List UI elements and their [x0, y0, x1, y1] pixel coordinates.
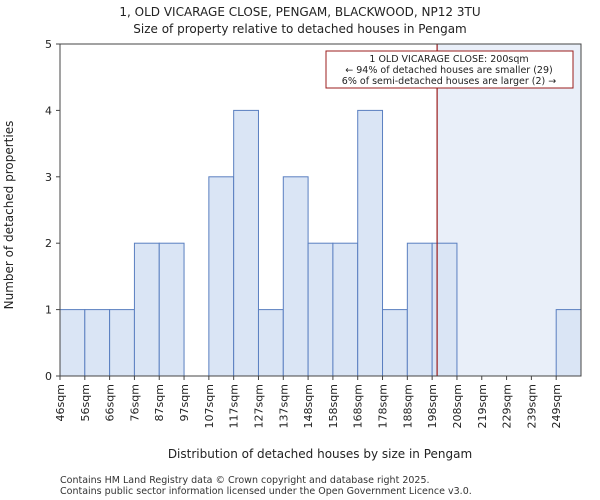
x-tick-label: 56sqm	[79, 384, 92, 421]
footer-line-1: Contains HM Land Registry data © Crown c…	[60, 475, 430, 486]
bars-group	[59, 109, 582, 377]
x-tick-label: 76sqm	[128, 384, 141, 421]
x-tick-label: 158sqm	[327, 384, 340, 428]
annotation-box: 1 OLD VICARAGE CLOSE: 200sqm ← 94% of de…	[325, 50, 574, 89]
x-tick-label: 137sqm	[277, 384, 290, 428]
bar-127sqm	[257, 309, 284, 377]
bar-137sqm	[282, 176, 309, 377]
bar-168sqm	[357, 109, 384, 377]
x-tick-label: 97sqm	[178, 384, 191, 421]
bar-158sqm	[332, 242, 359, 377]
bar-178sqm	[382, 309, 408, 377]
x-tick-label: 208sqm	[451, 384, 464, 428]
x-tick-label: 219sqm	[476, 384, 489, 428]
y-tick-label: 3	[45, 171, 52, 184]
x-tick-label: 188sqm	[401, 384, 414, 428]
x-tick-label: 198sqm	[426, 384, 439, 428]
x-tick-label: 148sqm	[302, 384, 315, 428]
y-tick-label: 1	[45, 304, 52, 317]
chart-subtitle: Size of property relative to detached ho…	[133, 22, 467, 36]
y-tick-label: 0	[45, 370, 52, 383]
plot-area-frame	[59, 43, 582, 377]
annotation-line-1: 1 OLD VICARAGE CLOSE: 200sqm	[369, 54, 528, 65]
bar-148sqm	[307, 242, 334, 377]
bar-76sqm	[133, 242, 160, 377]
bar-249sqm	[555, 309, 582, 377]
x-tick-label: 107sqm	[203, 384, 216, 428]
footer-line-2: Contains public sector information licen…	[60, 486, 472, 497]
annotation-line-2: ← 94% of detached houses are smaller (29…	[345, 65, 552, 76]
bar-107sqm	[208, 176, 235, 377]
x-tick-label: 66sqm	[104, 384, 117, 421]
bar-56sqm	[84, 309, 111, 377]
bar-198sqm	[431, 242, 458, 377]
x-tick-label: 229sqm	[501, 384, 514, 428]
x-tick-label: 168sqm	[352, 384, 365, 428]
y-tick-label: 5	[45, 38, 52, 51]
annotation-frame	[325, 50, 574, 89]
x-axis-label: Distribution of detached houses by size …	[168, 447, 472, 461]
x-tick-label: 117sqm	[228, 384, 241, 428]
x-axis-ticks: 46sqm 56sqm 66sqm 76sqm 87sqm 97sqm 107sqm 117s…	[54, 376, 563, 428]
bar-87sqm	[158, 242, 185, 377]
annotation-line-3: 6% of semi-detached houses are larger (2…	[342, 76, 556, 87]
chart-title: 1, OLD VICARAGE CLOSE, PENGAM, BLACKWOOD…	[119, 5, 480, 19]
y-tick-label: 2	[45, 237, 52, 250]
x-tick-label: 87sqm	[153, 384, 166, 421]
bar-46sqm	[59, 309, 86, 377]
y-tick-label: 4	[45, 104, 52, 117]
x-tick-label: 178sqm	[377, 384, 390, 428]
x-tick-label: 249sqm	[550, 384, 563, 428]
x-tick-label: 239sqm	[525, 384, 538, 428]
y-axis-ticks: 0 1 2 3 4 5	[45, 38, 60, 383]
bar-66sqm	[109, 309, 135, 377]
x-tick-label: 127sqm	[252, 384, 265, 428]
bar-188sqm	[406, 242, 433, 377]
x-tick-label: 46sqm	[54, 384, 67, 421]
y-axis-label: Number of detached properties	[2, 121, 16, 310]
bar-117sqm	[233, 109, 259, 377]
